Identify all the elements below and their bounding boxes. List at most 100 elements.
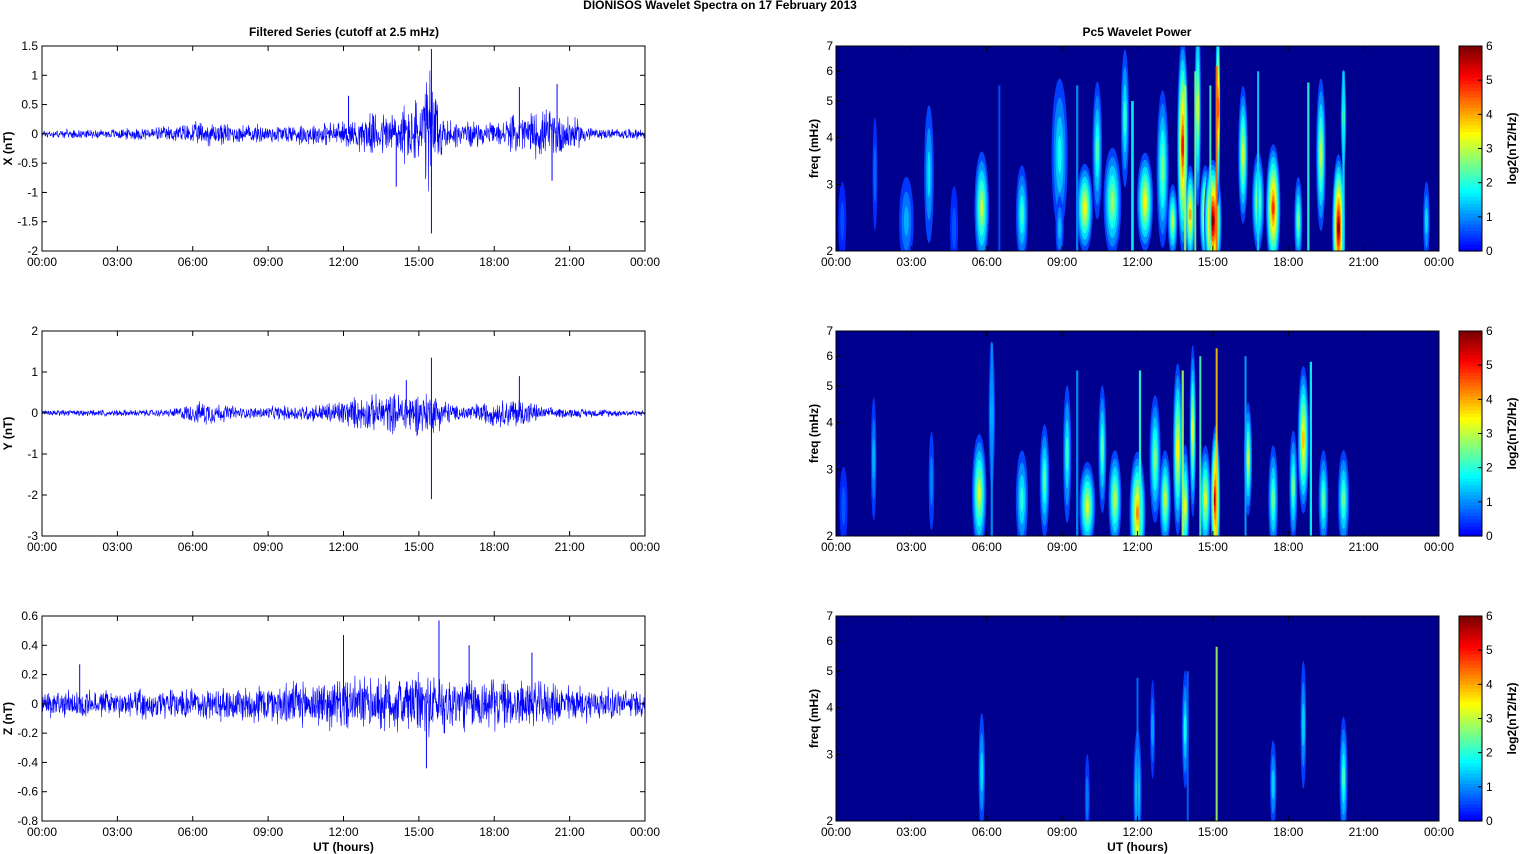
x_wavelet-colorbar-step — [1459, 151, 1482, 156]
x_wavelet-colorbar-step — [1459, 216, 1482, 221]
z-series-panel: -0.8 -0.6 -0.4 -0.2 0 0.2 0.4 0.6 Z (nT) 00:00 03:… — [1, 609, 660, 854]
y_wavelet-colorbar-step — [1459, 512, 1482, 517]
y_wavelet-power-blob — [1020, 487, 1024, 512]
y_wavelet-colorbar-tick-label: 5 — [1486, 358, 1493, 372]
x_wavelet-colorbar-step — [1459, 134, 1482, 139]
x_wavelet-colorbar-step — [1459, 87, 1482, 92]
y_wavelet-xtick-label: 15:00 — [1198, 540, 1228, 554]
y_series-xtick-label: 15:00 — [404, 540, 434, 554]
x_series-xtick-label: 03:00 — [102, 255, 132, 269]
z_series-ytick-label: -0.2 — [17, 726, 38, 740]
y_wavelet-colorbar-step — [1459, 389, 1482, 394]
y_wavelet-colorbar-step — [1459, 426, 1482, 431]
y_wavelet-power-blob — [1291, 475, 1295, 499]
x_wavelet-xtick-label: 12:00 — [1122, 255, 1152, 269]
y_wavelet-colorbar-tick-label: 4 — [1486, 392, 1493, 406]
z_series-xtick-label: 09:00 — [253, 825, 283, 839]
z_wavelet-xtick-label: 15:00 — [1198, 825, 1228, 839]
x_wavelet-power-blob — [1337, 221, 1340, 235]
x_wavelet-colorbar-tick-label: 0 — [1486, 244, 1493, 258]
y_wavelet-colorbar-step — [1459, 433, 1482, 438]
x_wavelet-ytick-label: 4 — [826, 131, 833, 145]
z_wavelet-colorbar-step — [1459, 728, 1482, 733]
x_wavelet-colorbar-step — [1459, 104, 1482, 109]
y_wavelet-colorbar-step — [1459, 430, 1482, 435]
z_wavelet-colorbar-step — [1459, 626, 1482, 631]
y_wavelet-colorbar-step — [1459, 467, 1482, 472]
y_series-ytick-label: 2 — [31, 324, 38, 338]
y_wavelet-colorbar-step — [1459, 447, 1482, 452]
z_wavelet-colorbar-step — [1459, 732, 1482, 737]
x_wavelet-colorbar-step — [1459, 237, 1482, 242]
z_wavelet-power-blob — [980, 752, 984, 792]
x_series-xtick-label: 21:00 — [555, 255, 585, 269]
z_wavelet-colorbar-step — [1459, 687, 1482, 692]
x_wavelet-power-blob — [1058, 217, 1062, 239]
z_wavelet-ytick-label: 6 — [826, 634, 833, 648]
z_wavelet-colorbar-tick-label: 5 — [1486, 643, 1493, 657]
z_wavelet-colorbar-step — [1459, 711, 1482, 716]
x_series-plot-area — [42, 46, 645, 251]
x_wavelet-power-blob — [840, 201, 845, 241]
x_wavelet-xtick-label: 18:00 — [1273, 255, 1303, 269]
y_wavelet-power-streak — [1181, 370, 1184, 536]
x_series-xtick-label: 18:00 — [479, 255, 509, 269]
x_series-ytick-label: 1.5 — [21, 39, 38, 53]
y_wavelet-colorbar-step — [1459, 477, 1482, 482]
z_series-ytick-label: 0.2 — [21, 668, 38, 682]
x_wavelet-colorbar-step — [1459, 155, 1482, 160]
x_wavelet-colorbar-step — [1459, 83, 1482, 88]
z_wavelet-colorbar-step — [1459, 677, 1482, 682]
y_wavelet-colorbar-step — [1459, 402, 1482, 407]
y_wavelet-power-blob — [1246, 449, 1250, 469]
x_wavelet-colorbar-step — [1459, 110, 1482, 115]
x_wavelet-xtick-label: 06:00 — [972, 255, 1002, 269]
x_wavelet-power-blob — [1161, 155, 1165, 183]
y_wavelet-xtick-label: 00:00 — [821, 540, 851, 554]
y_series-xtick-label: 00:00 — [27, 540, 57, 554]
z_wavelet-colorbar-step — [1459, 752, 1482, 757]
x_wavelet-colorbar-step — [1459, 69, 1482, 74]
y_wavelet-ytick-label: 4 — [826, 416, 833, 430]
y_wavelet-colorbar-step — [1459, 423, 1482, 428]
z_wavelet-xtick-label: 06:00 — [972, 825, 1002, 839]
x_wavelet-colorbar-step — [1459, 223, 1482, 228]
z_wavelet-power-blob — [1301, 703, 1305, 747]
z_wavelet-colorbar-step — [1459, 790, 1482, 795]
x_wavelet-colorbar-step — [1459, 213, 1482, 218]
x_wavelet-colorbar-step — [1459, 206, 1482, 211]
x_wavelet-colorbar-step — [1459, 49, 1482, 54]
z_wavelet-colorbar-tick-label: 2 — [1486, 746, 1493, 760]
x_wavelet-ytick-label: 3 — [826, 178, 833, 192]
z-wavelet-panel: 2 3 4 5 6 7 freq (mHz) 00:00 03:00 06:00 09:00 12:0… — [807, 609, 1519, 854]
x_series-xtick-label: 09:00 — [253, 255, 283, 269]
z_wavelet-colorbar-step — [1459, 691, 1482, 696]
x_wavelet-xtick-label: 09:00 — [1047, 255, 1077, 269]
x_wavelet-colorbar-tick-label: 3 — [1486, 142, 1493, 156]
z_series-xtick-label: 03:00 — [102, 825, 132, 839]
z_series-xlabel: UT (hours) — [313, 840, 374, 854]
x_wavelet-ylabel: freq (mHz) — [807, 119, 821, 178]
y_wavelet-xtick-label: 12:00 — [1122, 540, 1152, 554]
y_series-trace — [41, 393, 646, 437]
x_series-xtick-label: 15:00 — [404, 255, 434, 269]
z_wavelet-colorbar-step — [1459, 660, 1482, 665]
x_wavelet-xtick-label: 15:00 — [1198, 255, 1228, 269]
y_wavelet-power-blob — [1271, 488, 1275, 511]
z_wavelet-power-streak — [1186, 671, 1189, 821]
y_wavelet-power-streak — [1199, 356, 1202, 536]
y_wavelet-colorbar-step — [1459, 358, 1482, 363]
z_wavelet-colorbar-step — [1459, 725, 1482, 730]
x_series-xtick-label: 06:00 — [178, 255, 208, 269]
y_wavelet-colorbar-tick-label: 1 — [1486, 495, 1493, 509]
x_wavelet-colorbar-step — [1459, 93, 1482, 98]
z_series-xtick-label: 00:00 — [27, 825, 57, 839]
x_wavelet-power-streak — [1342, 71, 1345, 251]
z_wavelet-colorbar-step — [1459, 663, 1482, 668]
z_wavelet-colorbar-step — [1459, 646, 1482, 651]
y_series-ytick-label: 1 — [31, 365, 38, 379]
x_wavelet-colorbar: 0 1 2 3 4 5 6 log2(nT2/Hz) — [1458, 39, 1519, 258]
x_series-ylabel: X (nT) — [1, 132, 15, 166]
x_wavelet-xtick-label: 00:00 — [821, 255, 851, 269]
